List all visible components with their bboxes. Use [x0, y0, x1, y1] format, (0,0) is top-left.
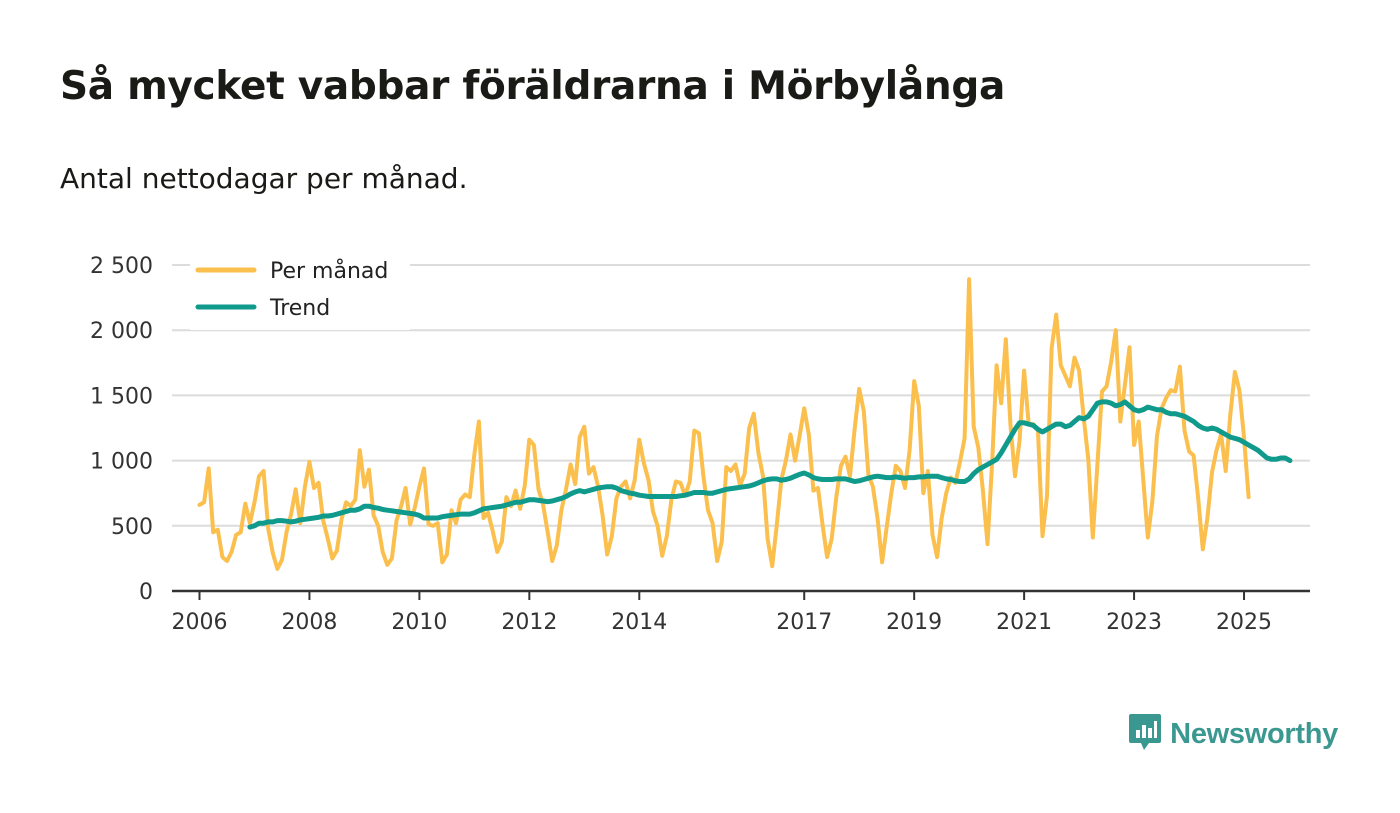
y-tick-label: 1 000: [90, 450, 153, 475]
y-tick-label: 0: [139, 580, 153, 605]
x-tick-label: 2006: [171, 610, 227, 635]
x-tick-label: 2021: [996, 610, 1052, 635]
chart-title: Så mycket vabbar föräldrarna i Mörbylång…: [60, 64, 1005, 109]
y-tick-label: 500: [111, 515, 153, 540]
chart-subtitle: Antal nettodagar per månad.: [60, 162, 468, 195]
x-tick-label: 2019: [886, 610, 942, 635]
x-tick-label: 2008: [281, 610, 337, 635]
legend-background: [190, 246, 410, 330]
x-tick-label: 2023: [1106, 610, 1162, 635]
y-tick-label: 2 500: [90, 254, 153, 279]
x-tick-label: 2014: [611, 610, 667, 635]
y-tick-label: 2 000: [90, 319, 153, 344]
x-tick-label: 2012: [501, 610, 557, 635]
series-line-trend: [247, 399, 1293, 530]
newsworthy-logo-icon: [1128, 712, 1162, 756]
y-tick-label: 1 500: [90, 384, 153, 409]
legend-label-per-manad: Per månad: [270, 258, 388, 284]
series-lines: [197, 277, 1293, 571]
legend-label-trend: Trend: [269, 296, 330, 321]
x-tick-label: 2017: [776, 610, 832, 635]
x-axis-ticks: 2006 2008 2010 2012 2014 2017 2019 2021 2023 2025: [171, 589, 1310, 635]
series-line-per-manad: [197, 277, 1251, 571]
x-tick-label: 2025: [1216, 610, 1272, 635]
y-axis-ticks: 0 500 1 000 1 500 2 000 2 500: [90, 254, 153, 605]
brand-logo: Newsworthy: [1128, 712, 1338, 756]
legend: Per månad Trend: [190, 246, 410, 330]
brand-name: Newsworthy: [1170, 717, 1338, 750]
x-tick-label: 2010: [391, 610, 447, 635]
